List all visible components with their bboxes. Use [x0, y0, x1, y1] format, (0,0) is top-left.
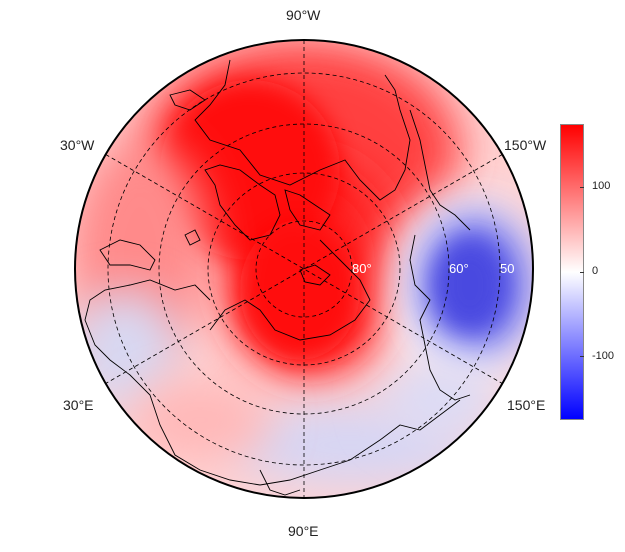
colorbar-tick-mark [580, 356, 584, 358]
colorbar-tick-mark [580, 186, 584, 188]
colorbar-tick-mark [580, 271, 584, 273]
meridian-30w-150e [105, 154, 503, 384]
lon-label-top: 90°W [286, 7, 321, 23]
meridian-150w-30e [105, 154, 503, 384]
graticule [105, 40, 503, 498]
latitude-circle-80 [255, 220, 353, 318]
colorbar-tick-label: -100 [592, 349, 615, 362]
coastlines [84, 59, 471, 496]
lon-label-lower-right: 150°E [507, 397, 546, 413]
lon-label-upper-left: 30°W [60, 137, 95, 153]
lat-label-60: 60° [449, 261, 469, 276]
lat-label-50: 50 [500, 261, 514, 276]
lon-label-upper-right: 150°W [504, 137, 547, 153]
lon-label-lower-left: 30°E [63, 397, 94, 413]
anomaly-field [75, 40, 533, 498]
colorbar-tick-label: 100 [592, 180, 611, 193]
map-boundary [74, 39, 534, 499]
lat-label-80: 80° [352, 261, 372, 276]
lon-label-bottom: 90°E [288, 523, 319, 539]
latitude-circle-50 [107, 72, 501, 466]
colorbar-tick-label: 0 [592, 265, 599, 277]
